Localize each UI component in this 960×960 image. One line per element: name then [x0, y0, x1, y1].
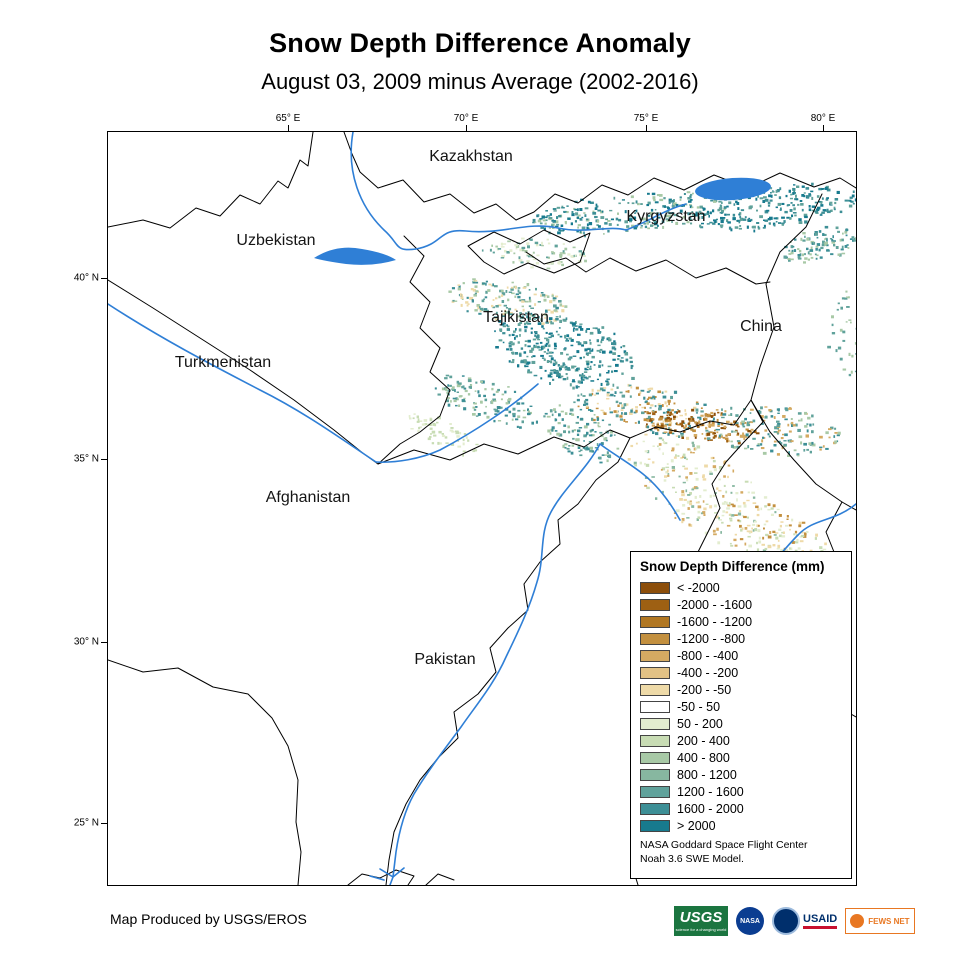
country-label-kazakhstan: Kazakhstan: [429, 148, 513, 165]
legend-label: 1200 - 1600: [677, 784, 744, 799]
legend-label: 50 - 200: [677, 716, 723, 731]
country-label-kyrgyzstan: Kyrgyzstan: [626, 208, 706, 225]
legend-swatch: [640, 734, 670, 747]
legend-swatch: [640, 802, 670, 815]
legend-row: 400 - 800: [640, 749, 842, 766]
legend-label: -800 - -400: [677, 648, 739, 663]
country-label-turkmenistan: Turkmenistan: [174, 354, 272, 371]
fewsnet-logo-text: FEWS NET: [868, 916, 910, 926]
legend-label: -1200 - -800: [677, 631, 746, 646]
usgs-logo: USGS science for a changing world: [674, 906, 728, 936]
legend-swatch: [640, 615, 670, 628]
legend-row: -2000 - -1600: [640, 596, 842, 613]
legend-source: NASA Goddard Space Flight Center Noah 3.…: [640, 839, 842, 866]
lon-tick-label: 80° E: [810, 113, 836, 124]
legend-row: -200 - -50: [640, 681, 842, 698]
agency-logos: USGS science for a changing world NASA U…: [674, 902, 915, 940]
nasa-logo: NASA: [736, 907, 764, 935]
legend-row: 50 - 200: [640, 715, 842, 732]
legend-swatch: [640, 666, 670, 679]
lat-tick: [101, 642, 107, 643]
legend-label: -50 - 50: [677, 699, 721, 714]
legend-swatch: [640, 819, 670, 832]
lon-tick: [466, 125, 467, 131]
legend-label: -1600 - -1200: [677, 614, 753, 629]
legend-row: > 2000: [640, 817, 842, 834]
lat-tick: [101, 459, 107, 460]
legend-label: < -2000: [677, 580, 720, 595]
legend-swatch: [640, 717, 670, 730]
legend-swatch: [640, 581, 670, 594]
lake-aydar: [314, 247, 396, 265]
legend-swatch: [640, 768, 670, 781]
legend-label: 200 - 400: [677, 733, 730, 748]
legend-title: Snow Depth Difference (mm): [640, 559, 825, 574]
legend-label: -2000 - -1600: [677, 597, 753, 612]
fewsnet-globe-icon: [850, 914, 865, 928]
legend-label: 400 - 800: [677, 750, 730, 765]
legend-row: 200 - 400: [640, 732, 842, 749]
legend-row: 800 - 1200: [640, 766, 842, 783]
legend-label: > 2000: [677, 818, 716, 833]
usaid-logo: USAID: [772, 907, 838, 935]
legend-row: 1600 - 2000: [640, 800, 842, 817]
legend-source-line: Noah 3.6 SWE Model.: [640, 852, 744, 865]
legend-label: 1600 - 2000: [677, 801, 744, 816]
legend-swatch: [640, 683, 670, 696]
country-label-uzbekistan: Uzbekistan: [236, 232, 316, 249]
legend-row: -400 - -200: [640, 664, 842, 681]
lat-tick-label: 35° N: [73, 453, 99, 465]
lon-tick-label: 70° E: [453, 113, 479, 124]
country-label-tajikistan: Tajikistan: [483, 309, 549, 326]
lat-tick-label: 30° N: [73, 636, 99, 648]
country-label-china: China: [740, 318, 782, 335]
usgs-logo-text: USGS: [679, 909, 723, 927]
usaid-seal-icon: [772, 907, 800, 935]
legend-row: < -2000: [640, 579, 842, 596]
lon-tick-label: 75° E: [633, 113, 659, 124]
lat-tick: [101, 278, 107, 279]
lat-tick: [101, 823, 107, 824]
usaid-logo-text: USAID: [803, 913, 838, 929]
usgs-logo-tagline: science for a changing world: [675, 926, 727, 932]
lon-tick: [288, 125, 289, 131]
snow-anomaly-raster: [408, 182, 856, 579]
legend-label: -200 - -50: [677, 682, 732, 697]
page-subtitle: August 03, 2009 minus Average (2002-2016…: [261, 69, 699, 94]
lon-tick: [823, 125, 824, 131]
lon-tick: [646, 125, 647, 131]
lake-issyk-kul: [695, 177, 771, 201]
legend-row: -800 - -400: [640, 647, 842, 664]
lat-tick-label: 25° N: [73, 817, 99, 829]
legend-row: 1200 - 1600: [640, 783, 842, 800]
country-label-afghanistan: Afghanistan: [265, 489, 351, 506]
legend-swatch: [640, 751, 670, 764]
country-label-pakistan: Pakistan: [414, 651, 476, 668]
legend-swatch: [640, 785, 670, 798]
legend-swatch: [640, 649, 670, 662]
legend-row: -50 - 50: [640, 698, 842, 715]
map-credit: Map Produced by USGS/EROS: [110, 911, 307, 927]
legend-row: -1200 - -800: [640, 630, 842, 647]
legend-rows: < -2000 -2000 - -1600 -1600 - -1200 -1200 -…: [640, 579, 842, 834]
legend-swatch: [640, 598, 670, 611]
lat-tick-label: 40° N: [73, 272, 99, 284]
page-title: Snow Depth Difference Anomaly: [269, 28, 691, 58]
legend-source-line: NASA Goddard Space Flight Center: [640, 839, 808, 851]
rivers: [108, 132, 856, 885]
legend-label: 800 - 1200: [677, 767, 737, 782]
legend-swatch: [640, 632, 670, 645]
nasa-logo-text: NASA: [740, 917, 760, 925]
legend-label: -400 - -200: [677, 665, 739, 680]
lon-tick-label: 65° E: [275, 113, 301, 124]
map-frame: Kazakhstan Kyrgyzstan Uzbekistan Tajikis…: [74, 113, 857, 886]
fewsnet-logo: FEWS NET: [845, 908, 915, 934]
legend-swatch: [640, 700, 670, 713]
legend-row: -1600 - -1200: [640, 613, 842, 630]
legend: Snow Depth Difference (mm) < -2000 -2000 …: [630, 551, 852, 879]
